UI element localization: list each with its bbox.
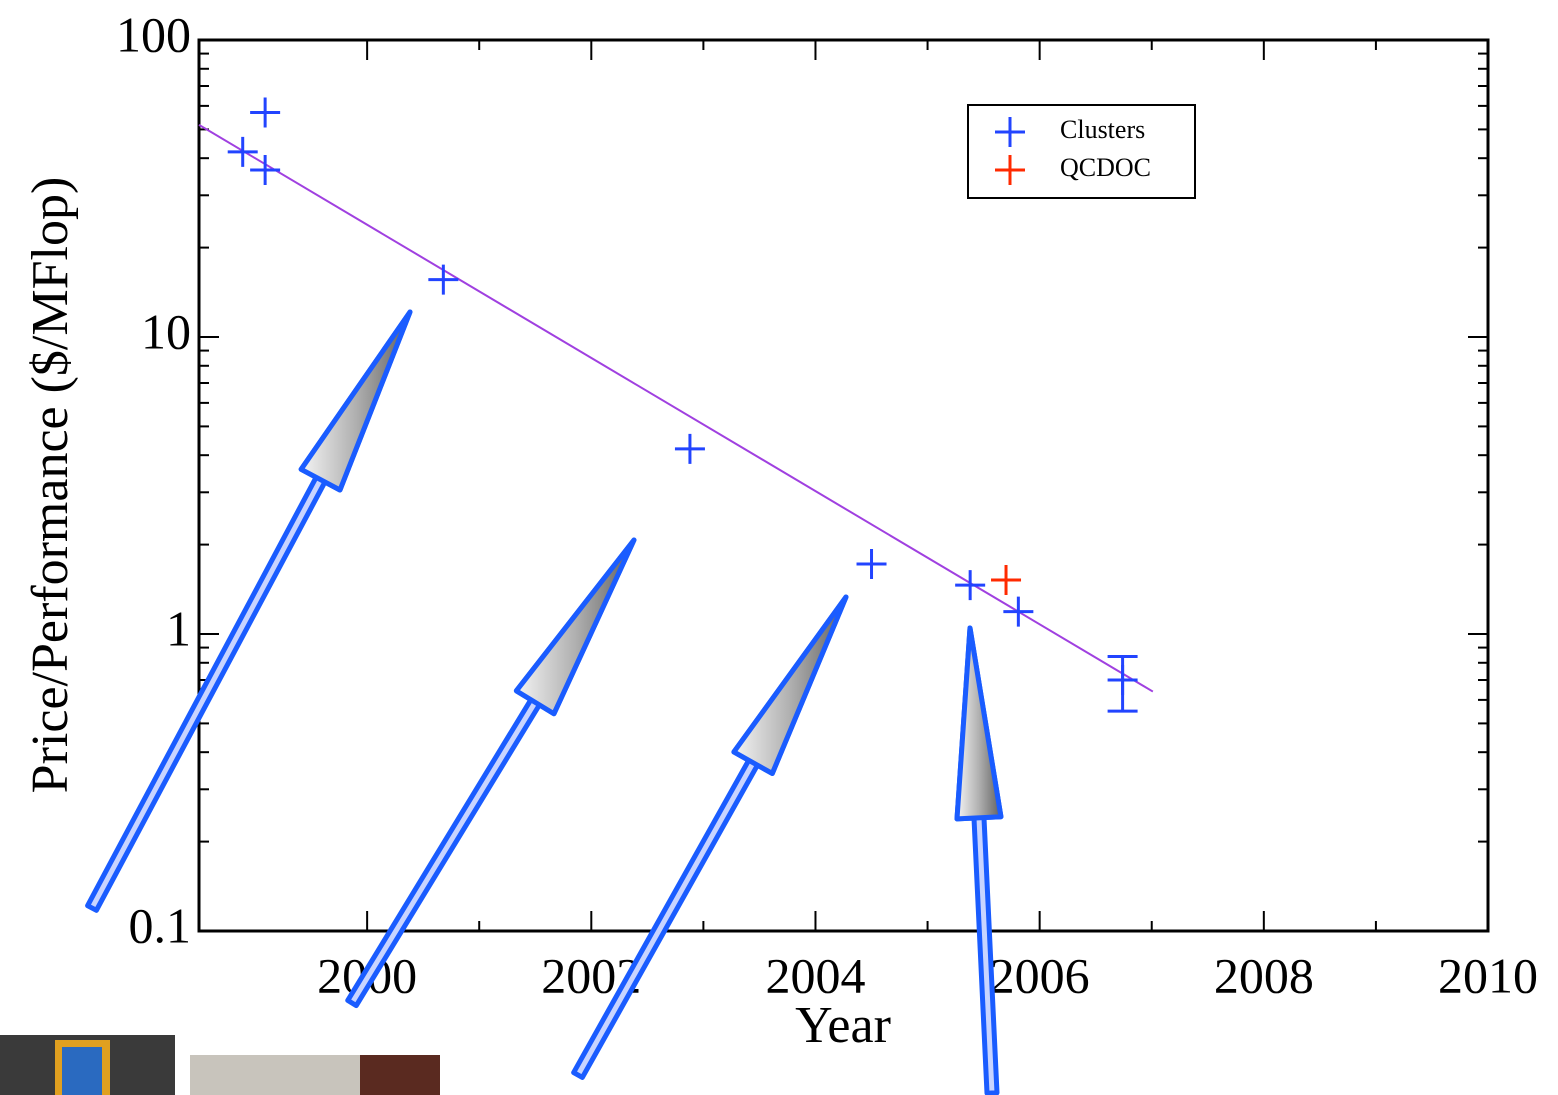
- legend-marker: [995, 117, 1025, 147]
- x-tick-label: 2010: [1438, 947, 1538, 1003]
- y-tick-label: 1: [166, 600, 191, 656]
- point: [250, 97, 281, 128]
- photo-detail: [62, 1047, 102, 1095]
- point: [856, 549, 887, 580]
- legend-marker: [995, 155, 1025, 185]
- arrows: [85, 309, 1004, 1095]
- x-axis-title: Year: [795, 997, 891, 1054]
- y-tick-label: 0.1: [129, 897, 192, 953]
- point: [991, 564, 1022, 595]
- point: [428, 264, 459, 295]
- arrow-head: [954, 625, 1004, 822]
- point: [1003, 596, 1034, 627]
- legend-box: [967, 104, 1196, 199]
- arrow-head: [298, 309, 413, 493]
- point: [227, 136, 258, 167]
- plot-frame: [197, 38, 1490, 933]
- y-tick-label: 100: [116, 6, 191, 62]
- error-bar: [1107, 654, 1138, 713]
- arrow-head: [513, 537, 637, 717]
- point: [955, 570, 986, 601]
- x-tick-label: 2008: [1214, 947, 1314, 1003]
- legend-label: QCDOC: [1060, 153, 1151, 182]
- x-tick-label: 2004: [765, 947, 865, 1003]
- y-tick-label: 10: [141, 303, 191, 359]
- point: [674, 433, 705, 464]
- arrow-head: [731, 594, 849, 776]
- y-axis-title: Price/Performance ($/MFlop): [22, 177, 79, 794]
- fit-line: [198, 123, 1154, 693]
- legend-label: Clusters: [1060, 115, 1145, 144]
- point: [250, 154, 281, 185]
- photo-detail: [360, 1055, 440, 1095]
- x-tick-label: 2006: [990, 947, 1090, 1003]
